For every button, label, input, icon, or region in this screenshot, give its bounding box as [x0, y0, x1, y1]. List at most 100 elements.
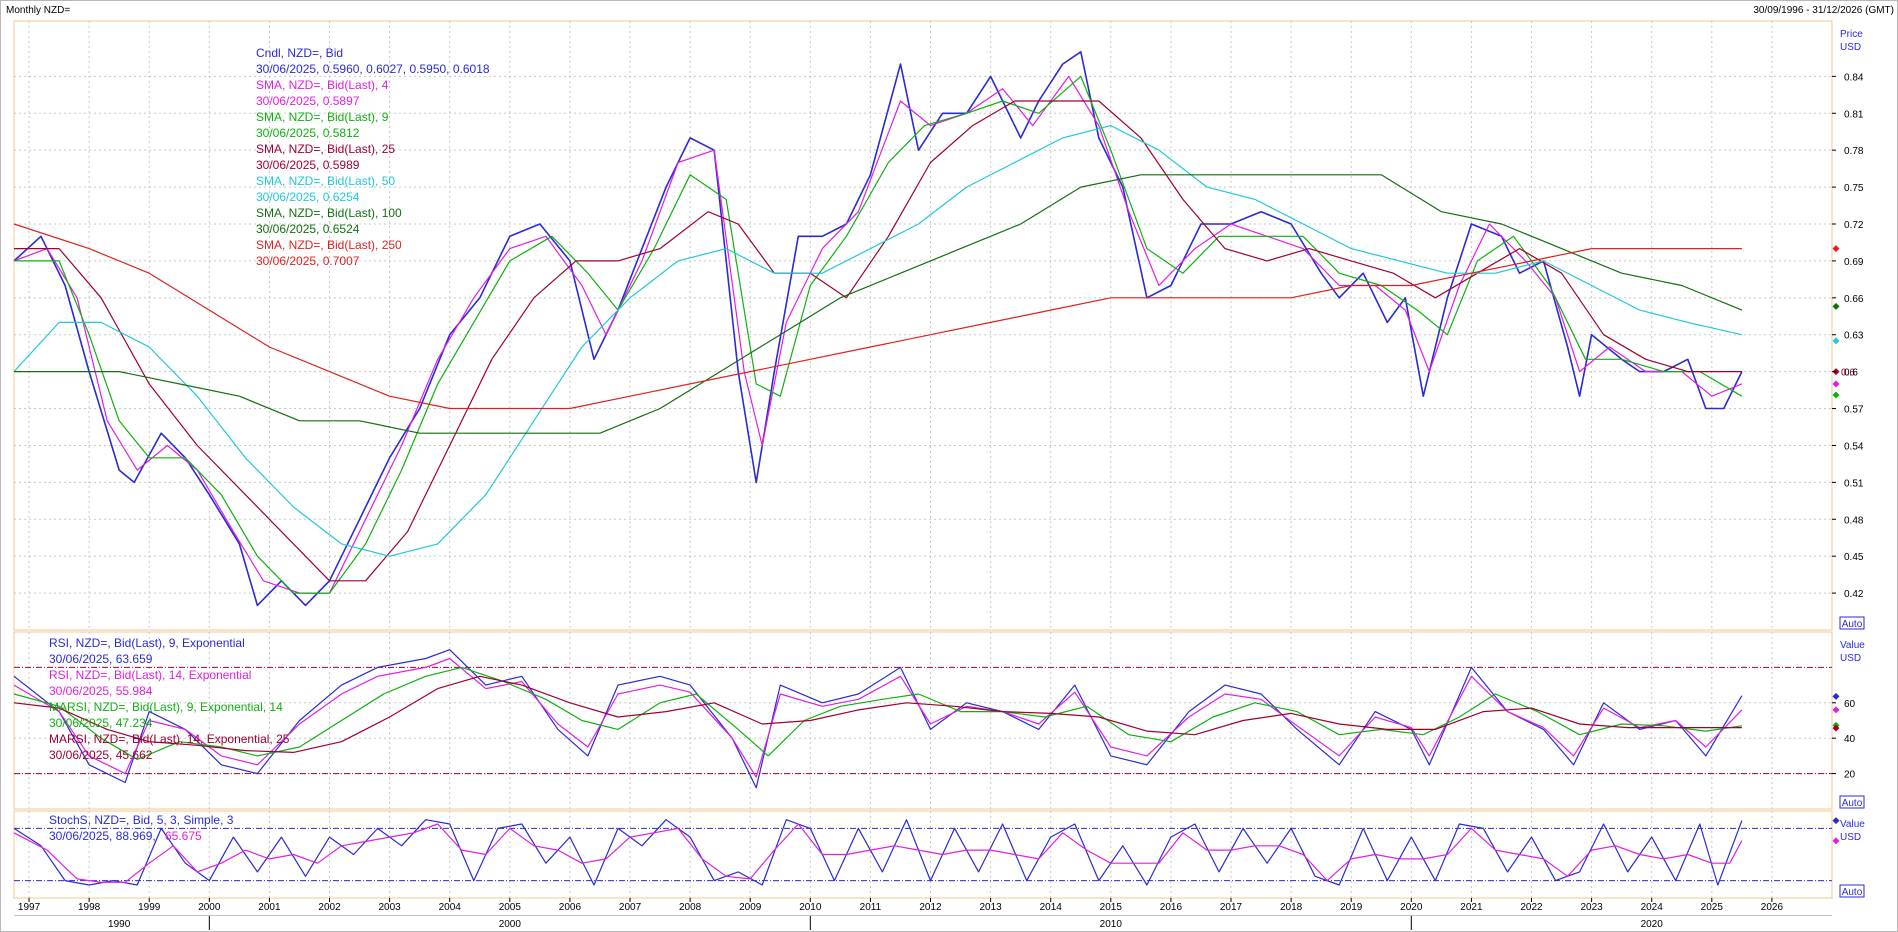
year-tick-label: 2024 — [1641, 902, 1664, 913]
legends: Cndl, NZD=, Bid 30/06/2025, 0.5960, 0.602… — [49, 46, 490, 843]
year-tick-label: 2006 — [559, 902, 582, 913]
year-tick-label: 2025 — [1701, 902, 1724, 913]
year-tick-label: 2010 — [799, 902, 822, 913]
last-value-marker — [1832, 391, 1840, 399]
legend-entry: MARSI, NZD=, Bid(Last), 9, Exponential, … — [49, 700, 283, 714]
legend-value: 30/06/2025, 55.984 — [49, 684, 153, 698]
legend-value: 30/06/2025, 0.6524 — [256, 222, 360, 236]
axis-title: USD — [1840, 653, 1861, 664]
last-value-marker — [1832, 817, 1840, 825]
axes: 1997 1998 1999 2000 2001 2002 2003 2004 2005 2006… — [18, 29, 1865, 930]
y-tick-label: 20 — [1844, 770, 1856, 781]
legend-entry: RSI, NZD=, Bid(Last), 14, Exponential — [49, 668, 251, 682]
last-value-marker — [1832, 706, 1840, 714]
year-tick-label: 2002 — [318, 902, 341, 913]
y-tick-label: 0.6 — [1844, 368, 1858, 379]
year-tick-label: 2014 — [1040, 902, 1063, 913]
y-tick-label: 0.51 — [1844, 478, 1864, 489]
year-tick-label: 1998 — [78, 902, 101, 913]
chart-title: Monthly NZD= — [6, 5, 70, 16]
year-tick-label: 2011 — [860, 902, 882, 913]
y-tick-label: 0.78 — [1844, 146, 1864, 157]
year-tick-label: 2021 — [1460, 902, 1483, 913]
last-value-label: 0.6 — [1841, 368, 1855, 379]
year-tick-label: 2000 — [198, 902, 221, 913]
legend-value: 30/06/2025, 63.659 — [49, 652, 153, 666]
year-tick-label: 2007 — [619, 902, 642, 913]
y-tick-label: 0.42 — [1844, 589, 1864, 600]
decade-label: 2020 — [1641, 919, 1664, 930]
year-tick-label: 2003 — [378, 902, 401, 913]
y-tick-label: 0.45 — [1844, 552, 1864, 563]
axis-title: Value — [1840, 640, 1865, 651]
year-tick-label: 2017 — [1220, 902, 1243, 913]
legend-value: 30/06/2025, 88.969, — [49, 829, 156, 843]
y-tick-label: 0.63 — [1844, 331, 1864, 342]
legend-value: 30/06/2025, 0.6254 — [256, 190, 360, 204]
legend-value: 30/06/2025, 0.5989 — [256, 158, 360, 172]
legend-value: 65.675 — [165, 829, 202, 843]
legend-entry: RSI, NZD=, Bid(Last), 9, Exponential — [49, 636, 245, 650]
year-tick-label: 2018 — [1280, 902, 1303, 913]
y-tick-label: 0.84 — [1844, 72, 1864, 83]
stoch-panel[interactable] — [13, 810, 1833, 899]
axis-title: USD — [1840, 832, 1861, 843]
legend-entry: StochS, NZD=, Bid, 5, 3, Simple, 3 — [49, 813, 234, 827]
year-tick-label: 2022 — [1520, 902, 1543, 913]
series-line — [14, 100, 1742, 582]
auto-scale-button[interactable] — [1839, 616, 1865, 630]
y-tick-label: 0.81 — [1844, 109, 1864, 120]
auto-scale-button[interactable] — [1839, 884, 1865, 898]
series-line — [13, 223, 1742, 410]
series-layer — [13, 50, 1743, 886]
y-tick-label: 60 — [1844, 699, 1856, 710]
y-tick-label: 0.48 — [1844, 515, 1864, 526]
year-tick-label: 1997 — [18, 902, 41, 913]
series-line — [13, 657, 1743, 778]
legend-entry: SMA, NZD=, Bid(Last), 250 — [256, 238, 402, 252]
year-tick-label: 2026 — [1761, 902, 1784, 913]
y-tick-label: 0.54 — [1844, 441, 1864, 452]
series-line — [13, 649, 1743, 789]
legend-value: 30/06/2025, 0.5897 — [256, 94, 360, 108]
y-tick-label: 0.66 — [1844, 294, 1864, 305]
series-line — [13, 675, 1742, 754]
series-line — [14, 75, 1743, 594]
year-tick-label: 2013 — [979, 902, 1002, 913]
legend-value: 30/06/2025, 0.7007 — [256, 254, 360, 268]
auto-scale-label: Auto — [1842, 619, 1863, 630]
year-tick-label: 2015 — [1100, 902, 1123, 913]
gridlines — [14, 21, 1832, 898]
auto-scale-label: Auto — [1842, 798, 1863, 809]
auto-scale-button[interactable] — [1839, 795, 1865, 809]
series-line — [13, 819, 1743, 886]
legend-entry: SMA, NZD=, Bid(Last), 4 — [256, 78, 389, 92]
legend-entry: SMA, NZD=, Bid(Last), 50 — [256, 174, 395, 188]
year-tick-label: 2001 — [258, 902, 281, 913]
price-panel[interactable] — [13, 20, 1833, 631]
series-line — [13, 823, 1743, 883]
last-value-marker — [1832, 724, 1840, 732]
rsi-panel[interactable] — [13, 631, 1833, 810]
y-tick-label: 40 — [1844, 734, 1856, 745]
decade-label: 2010 — [1100, 919, 1123, 930]
series-line — [14, 174, 1743, 434]
series-line — [13, 666, 1742, 761]
date-range: 30/09/1996 - 31/12/2026 (GMT) — [1753, 5, 1894, 16]
year-tick-label: 2016 — [1160, 902, 1183, 913]
year-tick-label: 2019 — [1340, 902, 1363, 913]
year-tick-label: 2020 — [1400, 902, 1423, 913]
series-line — [13, 124, 1743, 557]
last-value-marker — [1832, 380, 1840, 388]
legend-entry: SMA, NZD=, Bid(Last), 100 — [256, 206, 402, 220]
legend-value: 30/06/2025, 47.234 — [49, 716, 153, 730]
decade-label: 2000 — [499, 919, 522, 930]
legend-entry: Cndl, NZD=, Bid — [256, 46, 343, 60]
year-tick-label: 2012 — [919, 902, 942, 913]
year-tick-label: 2004 — [439, 902, 462, 913]
y-tick-label: 0.72 — [1844, 220, 1864, 231]
year-tick-label: 2023 — [1580, 902, 1603, 913]
last-value-marker — [1832, 302, 1840, 310]
